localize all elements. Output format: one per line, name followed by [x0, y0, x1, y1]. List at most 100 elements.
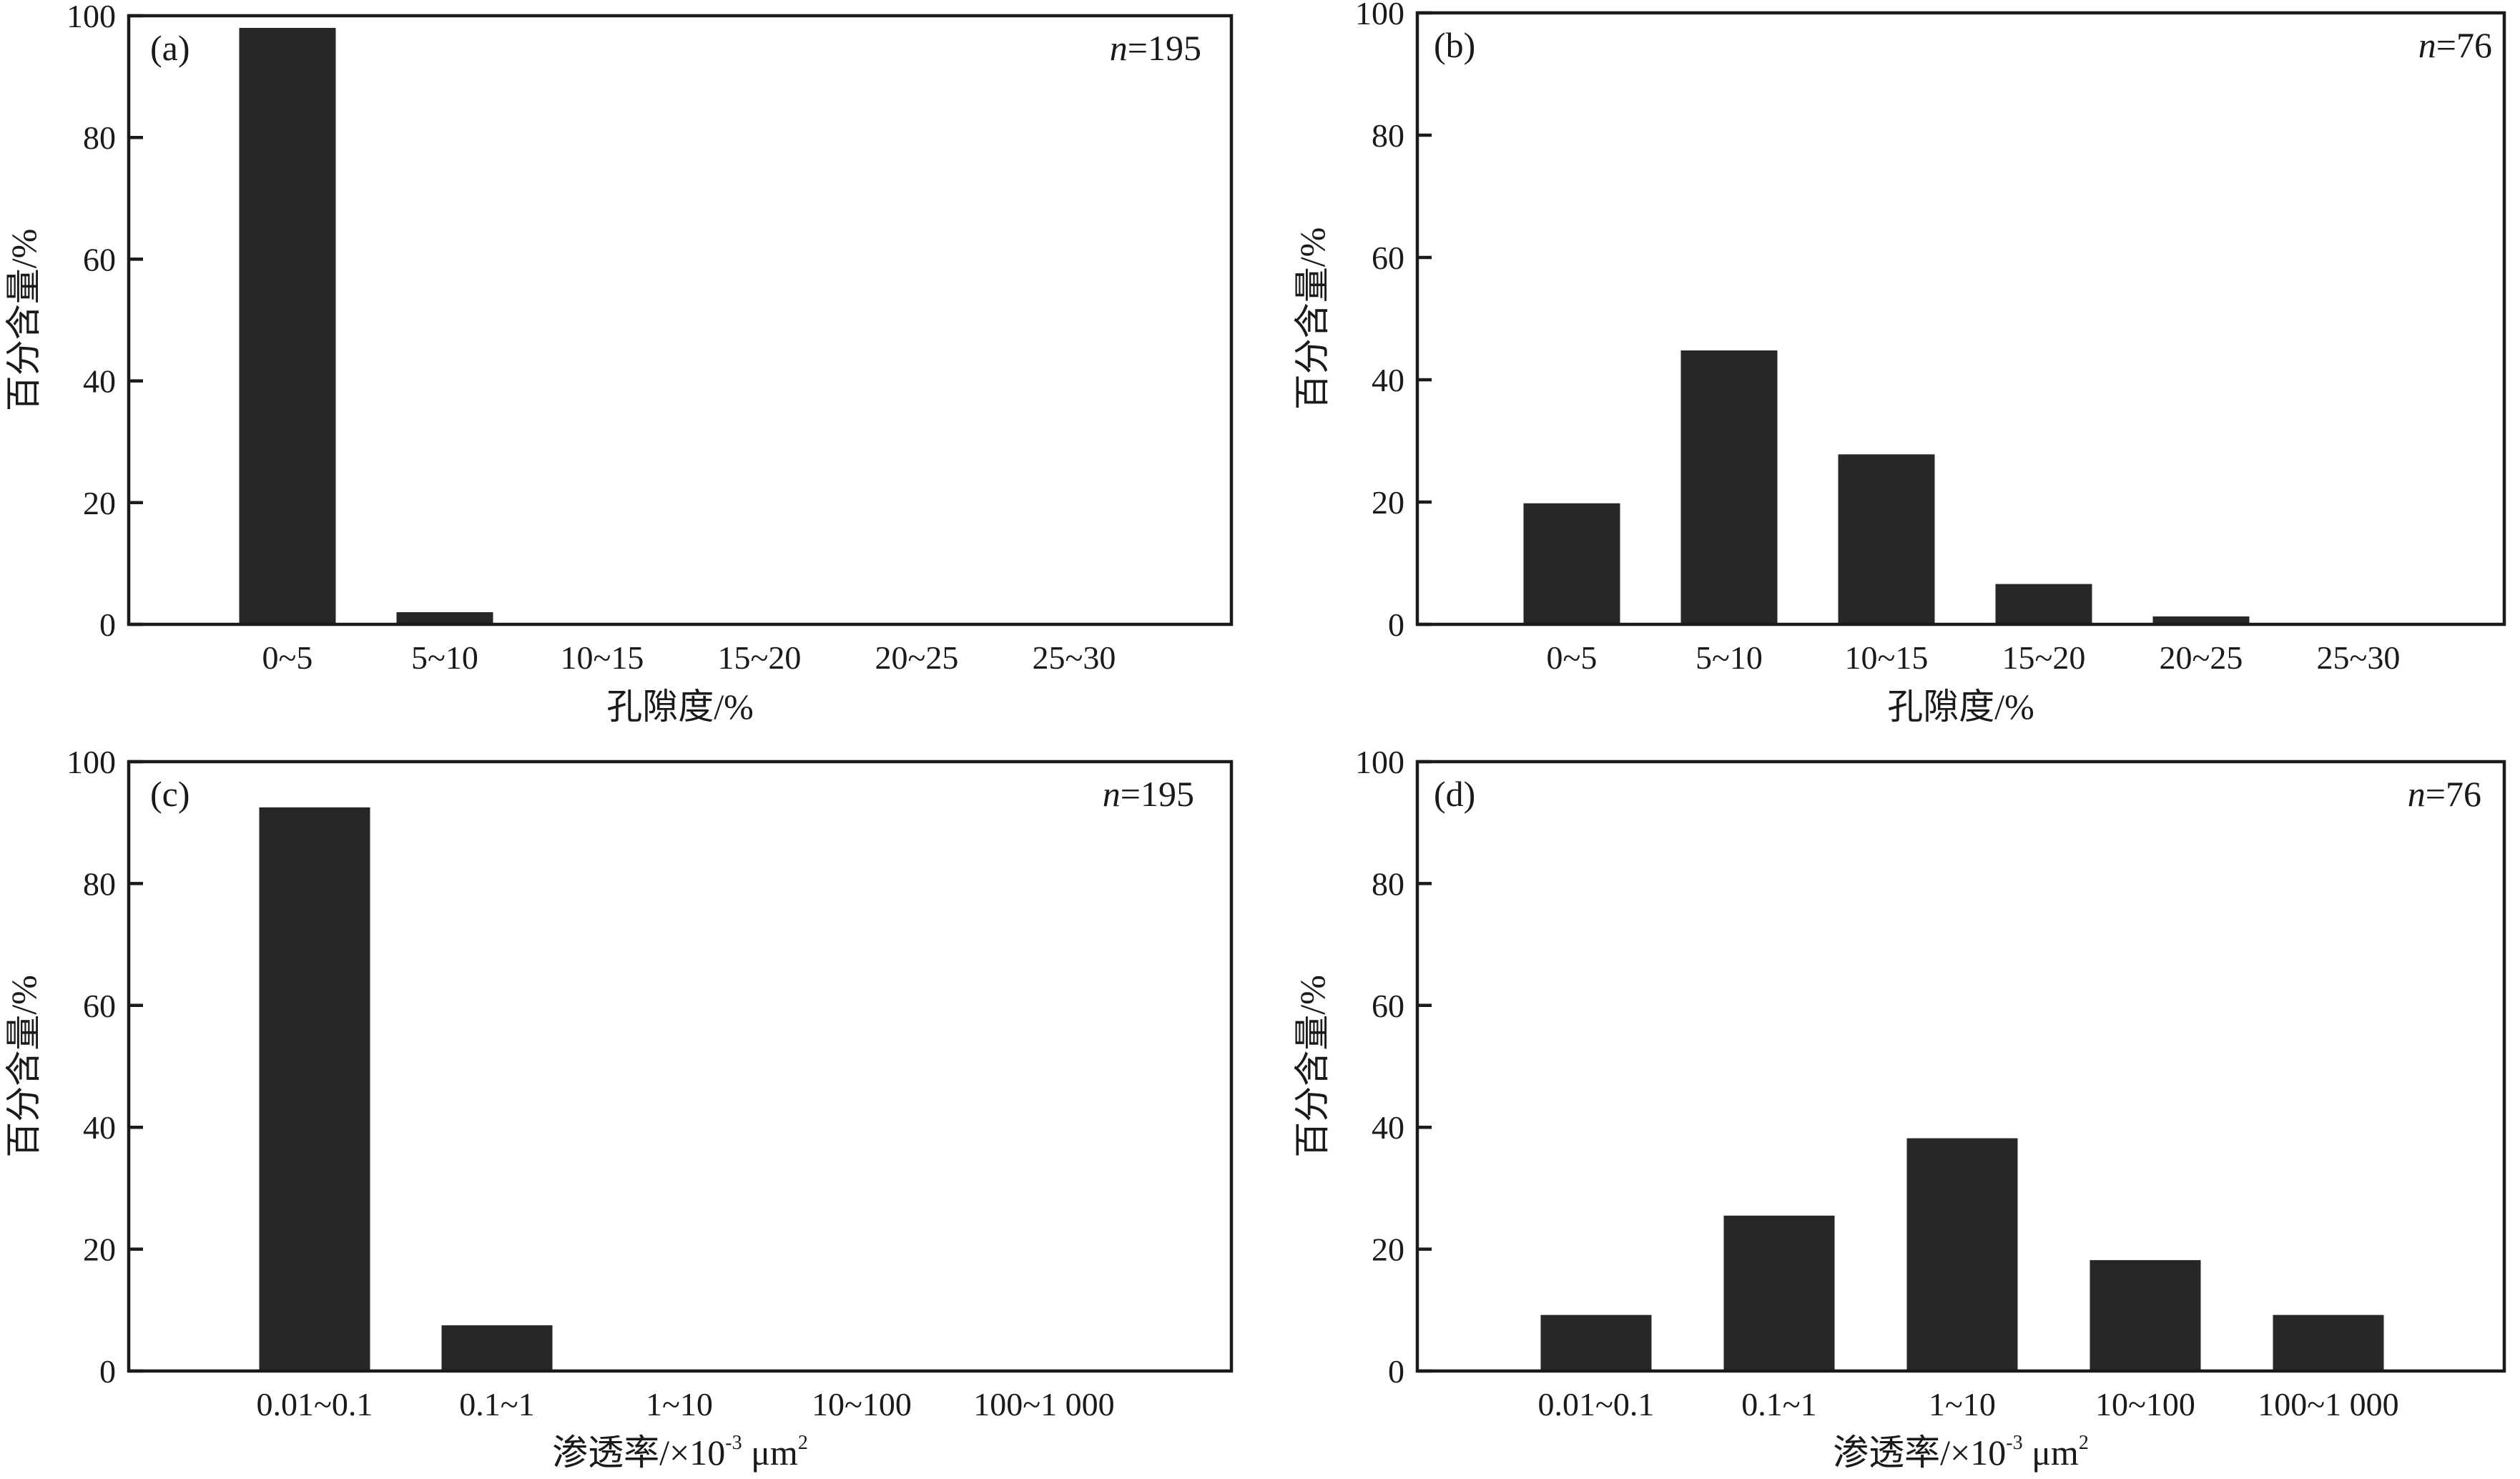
plot-frame — [127, 14, 1234, 627]
sample-count-label: n=195 — [1110, 28, 1201, 68]
y-tick-label: 0 — [99, 606, 116, 643]
plot-frame — [127, 760, 1234, 1373]
x-tick-label: 15~20 — [718, 639, 802, 676]
chart-panel-c: 0.01~0.1 0.1~1 1~10 10~100 100~1 000 0 20 40 60 8… — [4, 744, 1234, 1473]
x-tick-label: 25~30 — [2317, 639, 2401, 676]
y-axis-title: 百分含量/% — [4, 229, 44, 412]
sample-count-value: =76 — [2436, 25, 2492, 65]
bar — [2152, 616, 2250, 624]
bar — [396, 611, 493, 624]
panel-label: (a) — [150, 28, 190, 68]
panel-label: (d) — [1434, 774, 1475, 814]
x-axis-title-text: 渗透率/×10 — [1833, 1433, 2006, 1473]
sample-count-value: =76 — [2426, 774, 2481, 814]
x-tick-label: 1~10 — [1929, 1386, 1996, 1423]
sample-count-symbol: n — [1103, 774, 1121, 814]
x-tick-label: 0.01~0.1 — [1538, 1386, 1655, 1423]
sample-count-symbol: n — [2418, 25, 2436, 65]
bar — [2273, 1315, 2384, 1371]
x-tick-label: 15~20 — [2002, 639, 2086, 676]
chart-panel-d: 0.01~0.1 0.1~1 1~10 10~100 100~1 000 0 20 40 60 8… — [1292, 744, 2506, 1473]
bar — [1838, 454, 1935, 624]
x-tick-label: 0~5 — [262, 639, 313, 676]
sample-count-label: n=195 — [1103, 774, 1194, 814]
y-tick-label: 20 — [83, 485, 116, 521]
panel-label: (c) — [150, 774, 190, 814]
y-tick-label: 60 — [1372, 988, 1404, 1024]
x-tick-label: 0.01~0.1 — [257, 1386, 373, 1423]
x-tick-label: 10~15 — [1845, 639, 1929, 676]
x-axis-title: 孔隙度/% — [1887, 687, 2034, 727]
x-tick-label: 10~100 — [2095, 1386, 2195, 1423]
y-axis-title: 百分含量/% — [4, 975, 44, 1158]
y-tick-label: 40 — [83, 363, 116, 400]
x-axis-title-exponent: -3 — [2006, 1432, 2022, 1454]
x-tick-label: 10~100 — [812, 1386, 912, 1423]
x-tick-label: 0.1~1 — [459, 1386, 534, 1423]
y-tick-label: 100 — [67, 0, 116, 34]
x-tick-label: 0~5 — [1547, 639, 1598, 676]
sample-count-symbol: n — [2408, 774, 2426, 814]
sample-count-value: =195 — [1128, 28, 1201, 68]
bar — [1906, 1138, 2018, 1371]
y-axis-title: 百分含量/% — [1292, 975, 1332, 1158]
x-tick-label: 10~15 — [561, 639, 644, 676]
plot-frame — [1415, 760, 2506, 1373]
chart-panel-a: 0~5 5~10 10~15 15~20 20~25 25~30 0 20 40 60 80 100 (… — [4, 0, 1234, 727]
x-axis-title-exponent: -3 — [725, 1432, 742, 1454]
x-axis-title: 渗透率/×10-3 μm2 — [552, 1432, 808, 1473]
y-tick-label: 0 — [1388, 606, 1404, 643]
x-axis-title-text: 孔隙度/% — [606, 687, 754, 727]
x-tick-label: 5~10 — [411, 639, 478, 676]
x-axis-title-unit: μm — [2023, 1433, 2079, 1473]
y-tick-label: 0 — [99, 1353, 116, 1390]
y-tick-label: 100 — [1355, 744, 1404, 780]
y-tick-label: 40 — [1372, 362, 1404, 398]
sample-count-label: n=76 — [2408, 774, 2481, 814]
bar — [1723, 1215, 1835, 1371]
sample-count-value: =195 — [1121, 774, 1194, 814]
x-axis-title-unit-exponent: 2 — [798, 1432, 808, 1454]
x-tick-label: 5~10 — [1695, 639, 1763, 676]
sample-count-label: n=76 — [2418, 25, 2492, 65]
bar — [1680, 350, 1778, 624]
x-tick-label: 1~10 — [646, 1386, 713, 1423]
bar — [1995, 584, 2092, 624]
y-tick-label: 100 — [67, 744, 116, 780]
y-tick-label: 60 — [83, 988, 116, 1024]
bar — [1540, 1315, 1652, 1371]
x-tick-label: 100~1 000 — [2258, 1386, 2398, 1423]
y-tick-label: 20 — [83, 1232, 116, 1268]
y-tick-label: 20 — [1372, 1232, 1404, 1268]
y-tick-label: 80 — [1372, 865, 1404, 902]
y-tick-label: 40 — [83, 1109, 116, 1146]
bar — [441, 1325, 553, 1371]
y-tick-label: 40 — [1372, 1109, 1404, 1146]
x-axis-title: 孔隙度/% — [606, 687, 754, 727]
x-tick-label: 0.1~1 — [1741, 1386, 1816, 1423]
x-tick-label: 20~25 — [2160, 639, 2243, 676]
sample-count-symbol: n — [1110, 28, 1128, 68]
bar — [239, 28, 336, 624]
panel-label: (b) — [1434, 25, 1475, 65]
y-axis-title: 百分含量/% — [1292, 227, 1332, 411]
y-tick-label: 20 — [1372, 484, 1404, 521]
x-axis-title-unit: μm — [742, 1433, 798, 1473]
bar — [1523, 503, 1620, 624]
x-axis-title-text: 渗透率/×10 — [552, 1433, 725, 1473]
y-tick-label: 60 — [1372, 240, 1404, 276]
y-tick-label: 60 — [83, 241, 116, 277]
x-axis-title-text: 孔隙度/% — [1887, 687, 2034, 727]
y-tick-label: 80 — [83, 865, 116, 902]
bar — [2090, 1259, 2201, 1371]
x-axis-title: 渗透率/×10-3 μm2 — [1833, 1432, 2089, 1473]
x-tick-label: 20~25 — [875, 639, 959, 676]
y-tick-label: 100 — [1355, 0, 1404, 31]
y-tick-label: 0 — [1388, 1353, 1404, 1390]
bar — [259, 807, 370, 1371]
y-tick-label: 80 — [83, 119, 116, 156]
x-axis-title-unit-exponent: 2 — [2079, 1432, 2089, 1454]
x-tick-label: 100~1 000 — [973, 1386, 1114, 1423]
plot-frame — [1415, 11, 2506, 627]
